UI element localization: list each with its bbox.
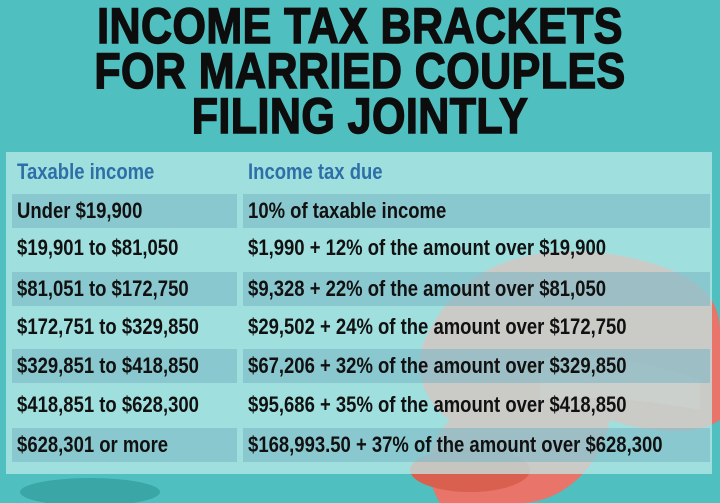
table-row: $19,901 to $81,050 $1,990 + 12% of the a… — [12, 231, 712, 265]
income-range: Under $19,900 — [17, 198, 143, 223]
tax-due: $168,993.50 + 37% of the amount over $62… — [248, 432, 663, 457]
income-range: $418,851 to $628,300 — [17, 392, 199, 417]
income-range: $19,901 to $81,050 — [17, 235, 179, 260]
title: INCOME TAX BRACKETS FOR MARRIED COUPLES … — [0, 0, 720, 144]
table-row: $418,851 to $628,300 $95,686 + 35% of th… — [12, 388, 712, 422]
tax-due: $1,990 + 12% of the amount over $19,900 — [248, 235, 607, 260]
table-header: Taxable income Income tax due — [12, 155, 712, 189]
income-range: $81,051 to $172,750 — [17, 276, 189, 301]
table-row: $81,051 to $172,750 $9,328 + 22% of the … — [12, 272, 712, 306]
table-row: Under $19,900 10% of taxable income — [12, 194, 712, 228]
tax-table: Taxable income Income tax due Under $19,… — [6, 152, 712, 474]
income-range: $329,851 to $418,850 — [17, 353, 199, 378]
title-line: FILING JOINTLY — [191, 88, 529, 144]
tax-due: 10% of taxable income — [248, 198, 447, 223]
income-range: $172,751 to $329,850 — [17, 314, 199, 339]
tax-due: $9,328 + 22% of the amount over $81,050 — [248, 276, 607, 301]
table-row: $628,301 or more $168,993.50 + 37% of th… — [12, 428, 712, 462]
table-row: $329,851 to $418,850 $67,206 + 32% of th… — [12, 349, 712, 383]
header-taxable-income: Taxable income — [17, 159, 155, 184]
header-income-tax-due: Income tax due — [248, 159, 383, 184]
title-line: FOR MARRIED COUPLES — [94, 43, 626, 99]
table-row: $172,751 to $329,850 $29,502 + 24% of th… — [12, 310, 712, 344]
tax-due: $29,502 + 24% of the amount over $172,75… — [248, 314, 627, 339]
tax-due: $67,206 + 32% of the amount over $329,85… — [248, 353, 627, 378]
title-line: INCOME TAX BRACKETS — [96, 0, 623, 54]
tax-due: $95,686 + 35% of the amount over $418,85… — [248, 392, 627, 417]
income-range: $628,301 or more — [17, 432, 169, 457]
